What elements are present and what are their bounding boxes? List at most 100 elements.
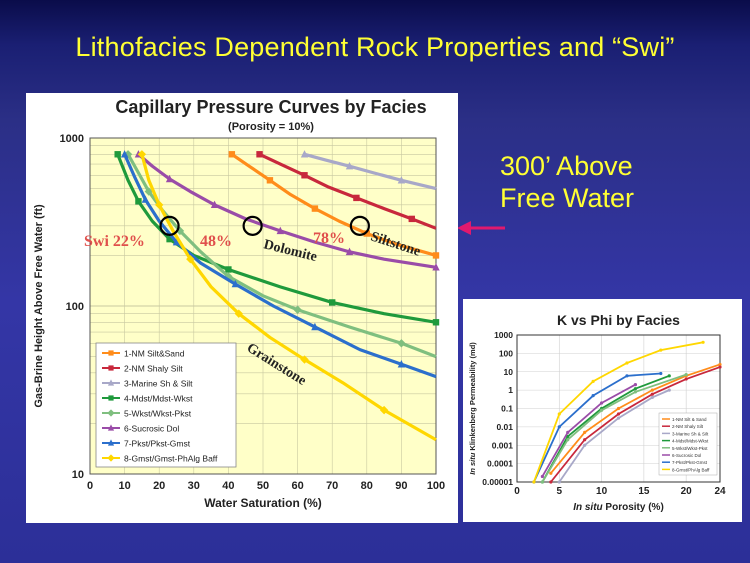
series-5 [123, 150, 437, 359]
data-point [583, 438, 587, 442]
gridlines [89, 138, 437, 475]
y-axis-label-italic: In situ [468, 452, 477, 475]
data-point [701, 340, 705, 344]
y-tick-label: 10 [72, 469, 84, 481]
data-point [345, 247, 354, 256]
series-2 [256, 151, 437, 230]
callout-line-2: Free Water [500, 183, 635, 213]
data-point [633, 390, 638, 394]
data-point [228, 151, 236, 158]
x-tick-label: 10 [118, 480, 130, 492]
x-tick-label: 60 [291, 480, 303, 492]
data-point [432, 263, 440, 271]
y-tick-label: 0.00001 [482, 477, 513, 487]
legend: 1-NM Silt & Sand 2-NM Shaly Silt 3-Marine … [658, 412, 718, 476]
x-tick-label: 70 [326, 480, 338, 492]
series-5 [540, 372, 688, 484]
data-point [667, 374, 671, 378]
y-tick-label: 10 [504, 367, 514, 377]
data-point [135, 198, 142, 205]
data-point [540, 474, 544, 479]
legend-swatch-marker [107, 379, 115, 386]
y-tick-label: 0.001 [492, 440, 514, 450]
x-tick-label: 0 [87, 480, 93, 492]
y-tick-label: 100 [66, 301, 84, 313]
legend-swatch-marker [107, 454, 115, 462]
data-point [549, 471, 553, 475]
arrow-head [457, 221, 471, 235]
data-point [583, 430, 587, 435]
data-point [114, 151, 121, 158]
data-point [301, 172, 308, 179]
data-point [616, 412, 621, 416]
legend-box [658, 412, 718, 476]
legend-label: 4-Mdst/Mdst-Wkst [124, 394, 193, 404]
data-point [256, 151, 263, 158]
data-point [532, 480, 536, 484]
callout-line-1: 300’ Above [500, 151, 633, 181]
data-point [625, 361, 629, 365]
y-tick-label: 1000 [60, 133, 84, 145]
y-tick-label: 0.0001 [487, 459, 513, 469]
chart-subtitle: (Porosity = 10%) [228, 121, 314, 133]
legend-label: 1-NM Silt&Sand [124, 349, 185, 359]
legend-label: 7-Pkst/Pkst-Gmst [672, 460, 708, 465]
x-tick-label: 24 [714, 486, 726, 497]
series-6 [540, 382, 638, 479]
plot-border [516, 334, 721, 483]
legend-label: 4-Mdst/Mdst-Wkst [672, 439, 709, 444]
swi-highlight-circle [242, 215, 263, 236]
slide-title: Lithofacies Dependent Rock Properties an… [75, 32, 675, 62]
x-tick-label: 100 [427, 480, 445, 492]
data-point [591, 379, 595, 383]
data-point [633, 382, 638, 387]
x-tick-label: 50 [257, 480, 269, 492]
data-point [633, 387, 638, 391]
callout: 300’ Above Free Water [500, 150, 670, 214]
data-point [234, 309, 243, 318]
legend-box [95, 342, 237, 468]
data-point [616, 406, 621, 411]
data-point [557, 480, 561, 484]
series-line [533, 341, 704, 483]
data-point [231, 279, 240, 288]
legend-swatch-marker [107, 424, 115, 431]
data-point [659, 371, 663, 376]
data-point [172, 237, 181, 246]
y-axis-label-main: Klinkenberg Permeability (md) [468, 342, 477, 453]
data-point [329, 299, 336, 306]
data-point [300, 355, 309, 364]
data-point [599, 408, 604, 412]
data-point [432, 252, 440, 259]
data-point [397, 339, 406, 348]
annotation-swi: Swi 22% [84, 233, 145, 250]
x-tick-label: 15 [638, 486, 650, 497]
data-point [549, 480, 553, 484]
data-point [583, 443, 587, 447]
data-point [650, 392, 654, 396]
data-point [155, 200, 164, 210]
data-point [397, 176, 406, 184]
legend-label: 8-Gmst/Gmst-PhAlg Baff [124, 454, 218, 464]
plot-border [89, 137, 437, 475]
data-point [210, 200, 219, 209]
data-point [144, 187, 154, 196]
data-point [166, 235, 173, 243]
legend-swatch-marker [108, 395, 114, 401]
k-vs-phi-chart: K vs Phi by Facies 0 5 10 15 20 24 1000 100 10 1 0.… [463, 299, 742, 522]
x-tick-label: 20 [681, 486, 693, 497]
chart-title: Capillary Pressure Curves by Facies [115, 97, 426, 117]
data-point [566, 434, 570, 439]
data-point [300, 150, 309, 158]
legend-label: 8-Grnst/PhAlg Baff [672, 467, 710, 472]
legend-label: 6-Sucrosic Dol [672, 453, 701, 458]
data-point [684, 372, 688, 377]
x-tick-label: 90 [395, 480, 407, 492]
legend: 1-NM Silt&Sand 2-NM Shaly Silt 3-Marine Sh… [95, 342, 237, 468]
data-point [650, 388, 654, 392]
y-tick-label: 1000 [494, 330, 513, 340]
series-8 [532, 340, 705, 484]
data-point [432, 319, 440, 326]
data-point [165, 174, 174, 183]
annotation-78: 78% [313, 230, 345, 247]
